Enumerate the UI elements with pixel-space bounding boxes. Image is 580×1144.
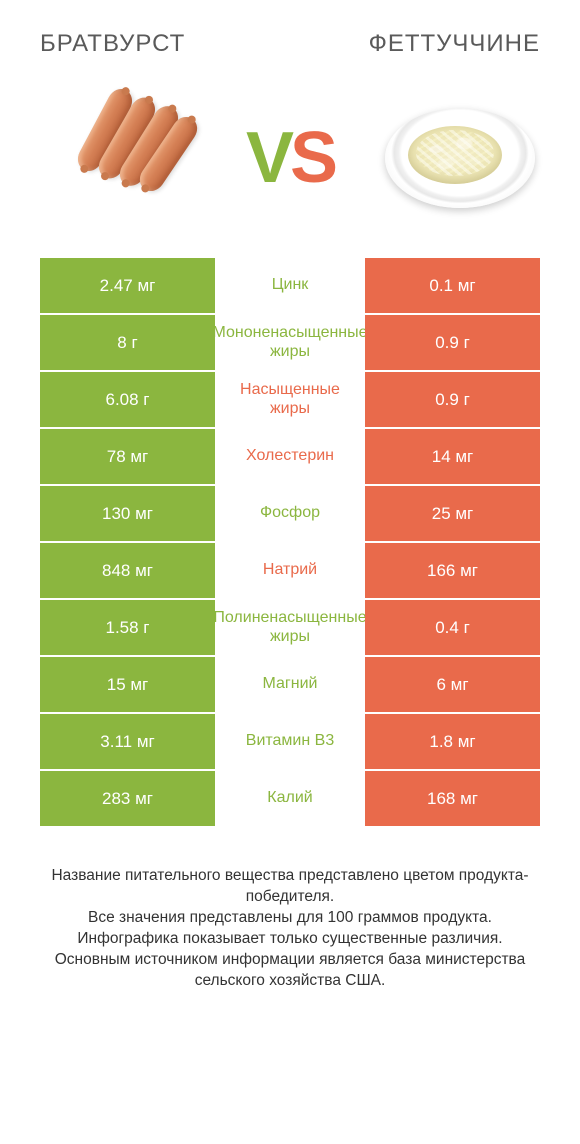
left-value-cell: 1.58 г	[40, 600, 215, 655]
nutrient-label: Фосфор	[215, 486, 365, 541]
left-value-cell: 848 мг	[40, 543, 215, 598]
nutrient-label: Калий	[215, 771, 365, 826]
table-row: 130 мгФосфор25 мг	[40, 486, 540, 541]
nutrient-label: Полиненасыщенные жиры	[215, 600, 365, 655]
left-value-cell: 3.11 мг	[40, 714, 215, 769]
comparison-table: 2.47 мгЦинк0.1 мг8 гМононенасыщенные жир…	[40, 258, 540, 826]
footer-line: Название питательного вещества представл…	[40, 866, 540, 908]
table-row: 848 мгНатрий166 мг	[40, 543, 540, 598]
table-row: 1.58 гПолиненасыщенные жиры0.4 г	[40, 600, 540, 655]
nutrient-label: Холестерин	[215, 429, 365, 484]
footer-line: Инфографика показывает только существенн…	[40, 929, 540, 950]
right-value-cell: 0.1 мг	[365, 258, 540, 313]
footer-line: Основным источником информации является …	[40, 950, 540, 992]
right-food-title: ФЕТТУЧЧИНЕ	[369, 30, 540, 58]
left-value-cell: 15 мг	[40, 657, 215, 712]
nutrient-label: Цинк	[215, 258, 365, 313]
fettuccine-image	[380, 98, 540, 218]
table-row: 6.08 гНасыщенные жиры0.9 г	[40, 372, 540, 427]
bratwurst-image	[40, 98, 200, 218]
left-value-cell: 2.47 мг	[40, 258, 215, 313]
header: БРАТВУРСТ ФЕТТУЧЧИНЕ	[0, 0, 580, 68]
left-value-cell: 78 мг	[40, 429, 215, 484]
table-row: 8 гМононенасыщенные жиры0.9 г	[40, 315, 540, 370]
right-value-cell: 14 мг	[365, 429, 540, 484]
left-food-title: БРАТВУРСТ	[40, 30, 185, 58]
right-value-cell: 0.4 г	[365, 600, 540, 655]
footer-line: Все значения представлены для 100 граммо…	[40, 908, 540, 929]
table-row: 78 мгХолестерин14 мг	[40, 429, 540, 484]
table-row: 2.47 мгЦинк0.1 мг	[40, 258, 540, 313]
right-value-cell: 6 мг	[365, 657, 540, 712]
nutrient-label: Насыщенные жиры	[215, 372, 365, 427]
table-row: 15 мгМагний6 мг	[40, 657, 540, 712]
nutrient-label: Витамин B3	[215, 714, 365, 769]
left-value-cell: 130 мг	[40, 486, 215, 541]
right-value-cell: 166 мг	[365, 543, 540, 598]
left-value-cell: 283 мг	[40, 771, 215, 826]
vs-v: V	[246, 118, 290, 198]
footer-notes: Название питательного вещества представл…	[40, 866, 540, 992]
nutrient-label: Натрий	[215, 543, 365, 598]
vs-s: S	[290, 118, 334, 198]
right-value-cell: 0.9 г	[365, 372, 540, 427]
hero-row: VS	[0, 68, 580, 258]
right-value-cell: 1.8 мг	[365, 714, 540, 769]
right-value-cell: 0.9 г	[365, 315, 540, 370]
vs-label: VS	[246, 117, 334, 199]
right-value-cell: 25 мг	[365, 486, 540, 541]
nutrient-label: Мононенасыщенные жиры	[215, 315, 365, 370]
left-value-cell: 8 г	[40, 315, 215, 370]
right-value-cell: 168 мг	[365, 771, 540, 826]
left-value-cell: 6.08 г	[40, 372, 215, 427]
nutrient-label: Магний	[215, 657, 365, 712]
table-row: 283 мгКалий168 мг	[40, 771, 540, 826]
table-row: 3.11 мгВитамин B31.8 мг	[40, 714, 540, 769]
